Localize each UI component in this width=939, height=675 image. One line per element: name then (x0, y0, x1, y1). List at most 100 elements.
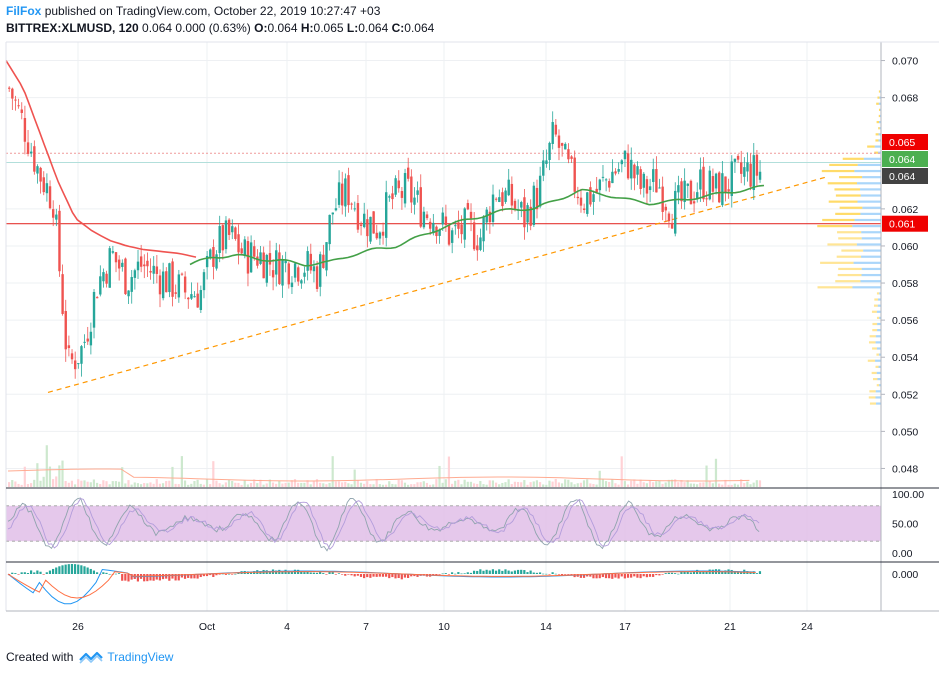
macd-histogram-bar (683, 571, 686, 574)
macd-histogram-bar (337, 573, 341, 574)
volume-bar (319, 482, 322, 487)
macd-histogram-bar (359, 574, 363, 577)
macd-histogram-bar (356, 574, 359, 576)
candle-body (617, 169, 620, 172)
macd-histogram-bar (17, 574, 20, 575)
candle-body (243, 239, 247, 256)
candle-body (83, 341, 86, 343)
candle-body (356, 203, 360, 230)
volume-bar (39, 480, 42, 487)
macd-histogram-bar (48, 570, 52, 574)
candle-body (117, 259, 121, 269)
time-axis[interactable]: 26 Oct 4 7 10 14 17 21 24 (72, 621, 813, 633)
macd-histogram-bar (249, 572, 253, 574)
macd-histogram-bar (33, 572, 36, 574)
macd-histogram-bar (303, 572, 306, 574)
candle-body (237, 234, 240, 253)
volume-bar (265, 483, 268, 487)
candle-body (595, 188, 598, 193)
profile-bar (873, 304, 878, 307)
profile-bar (876, 121, 880, 124)
candle-body (55, 214, 58, 220)
profile-bar (861, 231, 881, 234)
profile-bar (877, 151, 881, 154)
volume-bar (281, 483, 284, 487)
volume-bar (224, 482, 227, 487)
volume-bar (180, 456, 183, 487)
profile-bar (878, 127, 880, 130)
volume-bar (494, 482, 498, 487)
grid-lines (6, 42, 881, 611)
candle-body (388, 196, 391, 198)
candle-body (391, 193, 394, 200)
candle-body (328, 214, 331, 245)
volume-bar (699, 482, 702, 487)
volume-bar (284, 482, 287, 487)
price-axis[interactable]: 0.070 0.068 0.062 0.060 0.058 0.056 0.054 0.052… (881, 56, 924, 581)
volume-bar (385, 484, 388, 487)
macd-histogram-bar (51, 568, 55, 574)
candle-body (705, 198, 708, 200)
candle-body (300, 280, 303, 284)
macd-histogram-bar (36, 570, 39, 574)
rsi-tick-label: 50.00 (892, 519, 918, 531)
candle-body (538, 175, 542, 207)
volume-bar (529, 482, 532, 487)
candle-body (482, 216, 485, 242)
author-name[interactable]: FilFox (6, 4, 42, 18)
candle-body (209, 249, 212, 257)
candle-body (733, 158, 737, 162)
macd-histogram-bar (604, 574, 608, 579)
macd-histogram-bar (516, 569, 520, 574)
volume-bar (83, 480, 86, 487)
macd-histogram-bar (231, 574, 234, 575)
candle-body (579, 197, 583, 206)
volume-bar (592, 484, 595, 487)
candle-body (664, 206, 668, 211)
volume-bar (746, 481, 749, 487)
candle-body (608, 181, 611, 188)
candle-body (149, 270, 152, 273)
candle-body (582, 208, 586, 210)
low-label: L: (346, 21, 359, 35)
candle-body (281, 259, 284, 286)
profile-bar (841, 249, 864, 252)
candle-body (670, 222, 674, 229)
macd-histogram-bar (479, 569, 482, 574)
open-value: 0.064 (267, 21, 298, 35)
macd-histogram-bar (224, 574, 227, 575)
candle-body (730, 161, 733, 196)
volume-bar (215, 480, 218, 487)
candle-body (702, 166, 705, 200)
time-tick-label: 21 (724, 621, 736, 633)
candle-body (14, 99, 17, 101)
macd-histogram-bar (630, 574, 633, 578)
tradingview-brand[interactable]: TradingView (107, 650, 174, 664)
macd-histogram-bar (168, 574, 171, 581)
macd-histogram-bar (504, 569, 507, 574)
volume-bar (48, 466, 52, 487)
volume-bar (293, 479, 297, 487)
profile-bar (868, 341, 876, 344)
macd-panel (7, 564, 762, 605)
profile-bar (877, 377, 881, 381)
macd-histogram-bar (20, 572, 23, 574)
candle-body (95, 297, 99, 299)
volume-bar (604, 481, 608, 487)
macd-histogram-bar (582, 574, 586, 578)
macd-histogram-bar (117, 573, 121, 574)
candle-body (460, 224, 463, 235)
candle-body (567, 149, 570, 160)
volume-bar (246, 484, 249, 487)
candle-body (337, 182, 341, 205)
volume-bar (77, 479, 80, 487)
macd-histogram-bar (432, 574, 435, 576)
profile-bar (839, 176, 863, 179)
macd-histogram-bar (353, 574, 356, 577)
candle-body (262, 252, 265, 279)
profile-bar (875, 390, 881, 393)
volume-bar (523, 480, 526, 487)
macd-histogram-bar (680, 571, 683, 574)
profile-bar (842, 157, 864, 160)
